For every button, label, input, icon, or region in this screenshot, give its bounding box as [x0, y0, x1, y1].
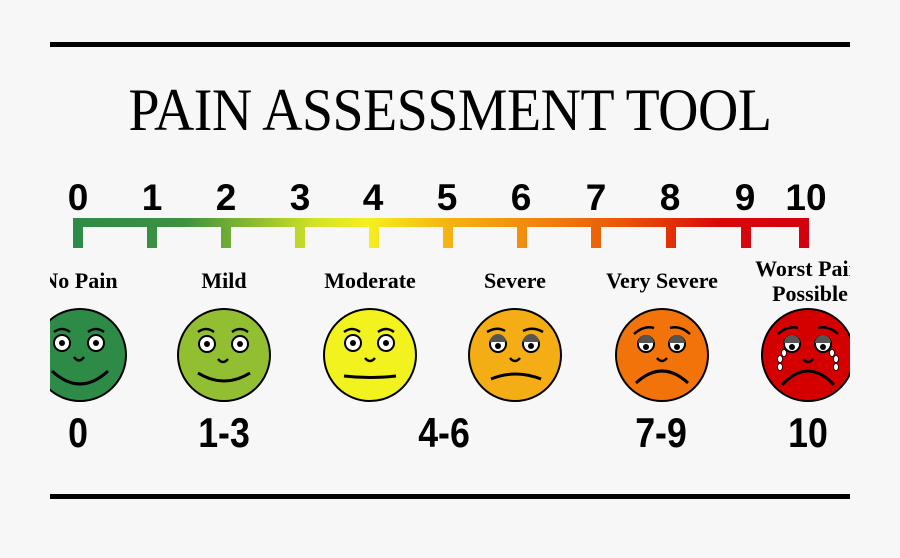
- pain-scale-bar: [73, 218, 809, 248]
- very-happy-face-icon: [50, 308, 127, 402]
- scale-number-6: 6: [510, 177, 532, 218]
- category-label-no-pain: No Pain: [50, 268, 118, 293]
- range-label-10: 10: [788, 409, 828, 456]
- scale-number-0: 0: [67, 177, 89, 218]
- page-title: PAIN ASSESSMENT TOOL: [128, 77, 772, 143]
- range-label-4-6: 4-6: [418, 409, 470, 456]
- scale-number-3: 3: [289, 177, 311, 218]
- faces-panel: No Pain Mild Moderate Severe Very Severe…: [50, 0, 850, 558]
- category-label-moderate: Moderate: [324, 268, 416, 293]
- scale-number-1: 1: [141, 177, 163, 218]
- category-label-severe: Severe: [484, 268, 546, 293]
- scale-number-5: 5: [436, 177, 458, 218]
- scale-number-10: 10: [785, 177, 827, 218]
- scale-number-8: 8: [659, 177, 681, 218]
- scale-number-2: 2: [215, 177, 237, 218]
- range-label-1-3: 1-3: [198, 409, 250, 456]
- scale-number-7: 7: [585, 177, 607, 218]
- very-sad-face-icon: [615, 308, 709, 402]
- crying-face-icon: [761, 308, 850, 402]
- category-label-mild: Mild: [201, 268, 247, 293]
- category-label-worst-pain-line2: Possible: [772, 281, 848, 306]
- range-label-7-9: 7-9: [635, 409, 687, 456]
- category-label-worst-pain-line1: Worst Pain: [755, 256, 850, 281]
- scale-number-4: 4: [362, 177, 384, 218]
- category-label-very-severe: Very Severe: [606, 268, 718, 293]
- sad-face-icon: [468, 308, 562, 402]
- happy-face-icon: [177, 308, 271, 402]
- bottom-rule: [50, 494, 850, 499]
- neutral-face-icon: [323, 308, 417, 402]
- top-rule: [50, 42, 850, 47]
- range-label-0: 0: [68, 409, 88, 456]
- scale-number-9: 9: [734, 177, 756, 218]
